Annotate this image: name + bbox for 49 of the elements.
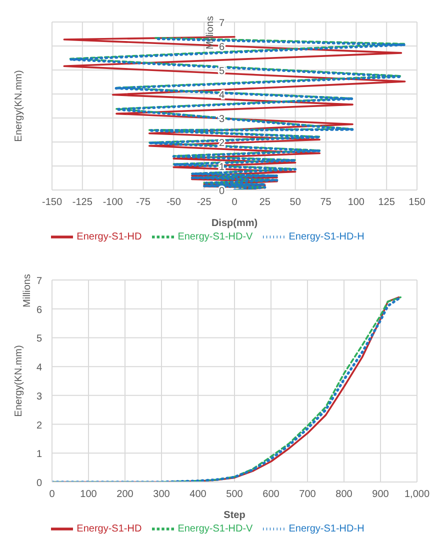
x-tick-label: 150 [408,197,426,208]
annotation: Millions [204,16,216,50]
text: Millions [22,274,33,308]
x-tick-label: 600 [262,489,280,500]
y-tick-label: 0 [218,186,225,197]
x-tick-label: -125 [72,197,93,208]
x-axis-title: Step [224,510,246,521]
x-tick-label: 400 [190,489,207,500]
y-tick-label: 2 [36,420,42,432]
legend-label: Energy-S1-HD-V [178,232,253,243]
y-tick-label: 7 [36,276,42,287]
x-tick-label: -75 [136,197,151,208]
x-tick-label: 1,000 [404,489,430,500]
x-tick-label: 700 [299,489,316,500]
legend-label: Energy-S1-HD [76,524,142,535]
x-tick-label: 0 [232,197,238,208]
legend-label: Energy-S1-HD-H [288,524,364,535]
legend-label: Energy-S1-HD-H [288,232,364,243]
x-tick-label: 50 [290,197,302,208]
x-axis-title: Disp(mm) [211,218,258,229]
x-tick-label: 800 [336,489,353,500]
y-tick-label: 0 [36,478,42,489]
x-tick-label: 300 [153,489,170,500]
x-tick-label: 100 [80,489,98,500]
x-tick-label: 200 [116,489,134,500]
y-axis-title: Energy(KN.mm) [14,345,25,417]
x-tick-label: 500 [226,489,244,500]
x-tick-label: 100 [348,197,365,208]
x-tick-label: -50 [166,197,182,208]
x-tick-label: 125 [378,197,396,208]
y-tick-label: 4 [218,90,225,101]
x-tick-label: -25 [196,197,212,208]
y-tick-label: 7 [218,18,225,29]
y-axis-title: Energy(KN.mm) [14,70,25,142]
y-tick-label: 2 [218,138,225,149]
x-tick-label: 25 [259,197,271,208]
x-tick-label: -150 [42,197,62,208]
x-tick-label: 900 [372,489,390,500]
x-tick-label: -100 [102,197,124,208]
x-tick-label: 0 [49,489,56,500]
legend-label: Energy-S1-HD [76,232,142,243]
y-tick-label: 6 [36,304,42,316]
y-tick-label: 4 [36,362,42,374]
legend-label: Energy-S1-HD-V [178,524,253,535]
y-tick-label: 3 [36,391,42,402]
y-tick-label: 1 [218,162,225,173]
y-tick-label: 5 [36,334,42,345]
y-tick-label: 1 [36,449,42,460]
x-tick-label: 75 [320,197,332,208]
